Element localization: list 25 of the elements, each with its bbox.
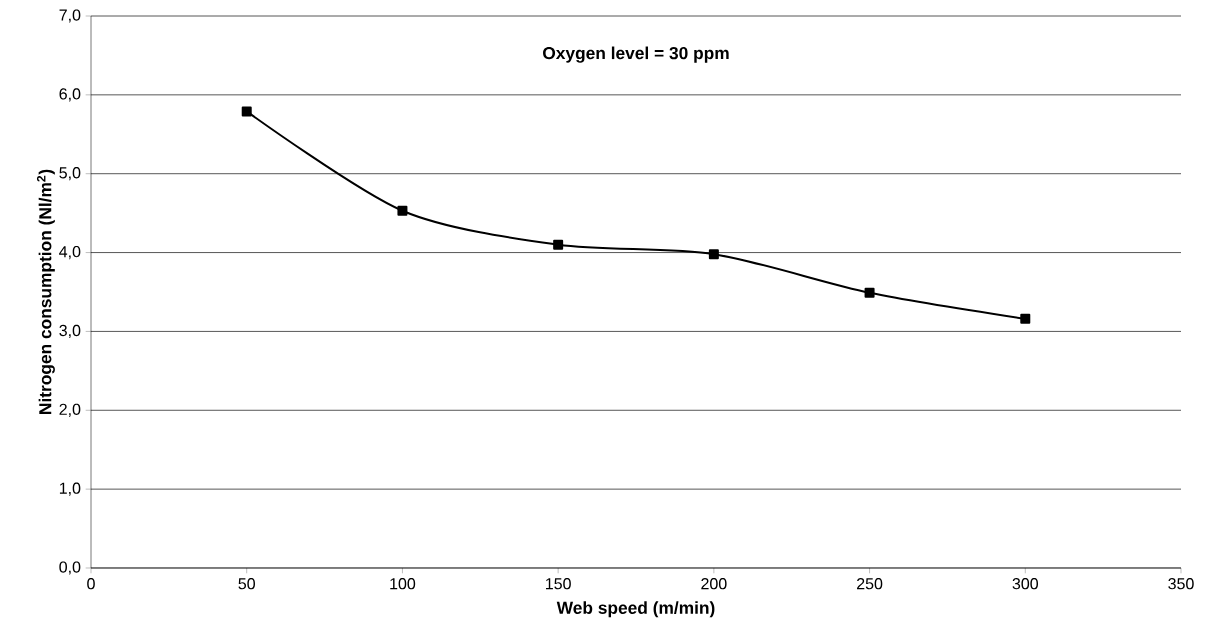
- point: [397, 205, 408, 216]
- point: [708, 249, 719, 260]
- x-axis-title: Web speed (m/min): [556, 601, 715, 618]
- x-tick-label: 150: [546, 578, 571, 590]
- x-tick-label: 350: [1168, 578, 1194, 590]
- y-tick-label: 2,0: [59, 403, 81, 417]
- x-tick-label: 50: [238, 578, 255, 590]
- x-tick-label: 300: [1012, 578, 1039, 590]
- point: [553, 239, 564, 250]
- y-tick-label: 6,0: [59, 88, 81, 102]
- x-tick-label: 250: [857, 578, 883, 590]
- y-tick-label: 5,0: [59, 167, 81, 181]
- x-tick-label: 100: [390, 578, 416, 590]
- point: [241, 106, 252, 117]
- y-tick-label: 0,0: [59, 561, 81, 575]
- y-tick-label: 3,0: [59, 324, 81, 339]
- x-tick-label: 200: [701, 578, 727, 590]
- point: [1020, 313, 1031, 324]
- x-tick-label: 0: [87, 578, 95, 590]
- annotation: Oxygen level = 30 ppm: [543, 46, 729, 63]
- y-axis-title: Nitrogen consumption (Nl/m$^{2}$): [36, 169, 55, 415]
- y-tick-label: 4,0: [59, 246, 81, 260]
- point: [864, 287, 875, 298]
- y-tick-label: 1,0: [59, 482, 81, 496]
- y-tick-label: 7,0: [59, 9, 81, 23]
